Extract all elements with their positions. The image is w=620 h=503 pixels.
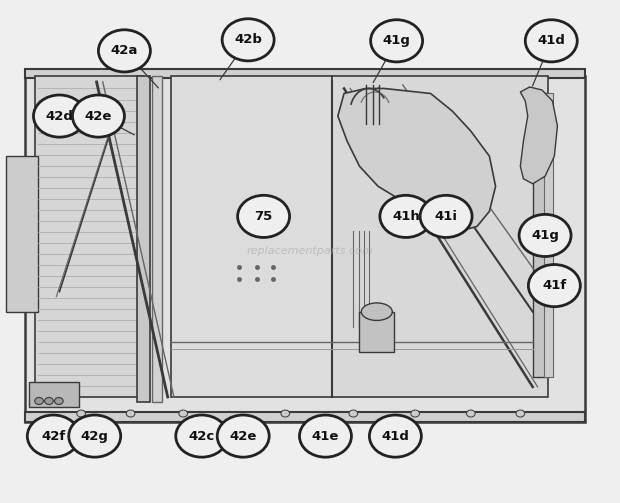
Bar [137,76,151,402]
Bar [25,69,585,78]
Text: 41e: 41e [312,430,339,443]
Circle shape [371,20,423,62]
Text: 41d: 41d [538,34,565,47]
Circle shape [217,415,269,457]
Text: 42d: 42d [45,110,73,123]
Text: 42e: 42e [229,430,257,443]
Circle shape [27,415,79,457]
Bar [544,94,553,377]
Bar [533,94,548,377]
Ellipse shape [361,303,392,320]
Circle shape [126,410,135,417]
Polygon shape [338,89,495,231]
Circle shape [370,415,422,457]
Circle shape [222,19,274,61]
Circle shape [519,214,571,257]
Circle shape [179,410,187,417]
Bar [25,412,585,422]
Circle shape [281,410,290,417]
Bar [29,382,79,407]
Text: 42c: 42c [188,430,215,443]
Text: 42g: 42g [81,430,108,443]
Text: replacementparts.com: replacementparts.com [247,246,373,257]
Circle shape [411,410,420,417]
Circle shape [33,95,86,137]
Circle shape [525,20,577,62]
Text: 75: 75 [254,210,273,223]
Circle shape [516,410,525,417]
Text: 41d: 41d [381,430,409,443]
Bar [153,76,162,402]
Text: 41g: 41g [531,229,559,242]
Circle shape [55,397,63,404]
Circle shape [237,195,290,237]
Bar [6,156,38,312]
Bar [171,76,332,397]
Text: 42e: 42e [85,110,112,123]
Bar [360,312,394,352]
Polygon shape [520,87,557,184]
Circle shape [466,410,475,417]
Circle shape [73,95,125,137]
Circle shape [420,195,472,237]
Text: 42f: 42f [41,430,65,443]
Text: 41i: 41i [435,210,458,223]
Circle shape [35,397,43,404]
Bar [35,76,143,397]
Text: 41h: 41h [392,210,420,223]
Circle shape [175,415,228,457]
Circle shape [299,415,352,457]
Text: 41f: 41f [542,279,567,292]
Circle shape [380,195,432,237]
FancyBboxPatch shape [25,76,585,422]
Circle shape [77,410,86,417]
Bar [332,76,548,397]
Text: 42a: 42a [111,44,138,57]
Circle shape [69,415,121,457]
Circle shape [99,30,151,72]
Circle shape [349,410,358,417]
Text: 41g: 41g [383,34,410,47]
Circle shape [528,265,580,307]
Circle shape [45,397,53,404]
Text: 42b: 42b [234,33,262,46]
